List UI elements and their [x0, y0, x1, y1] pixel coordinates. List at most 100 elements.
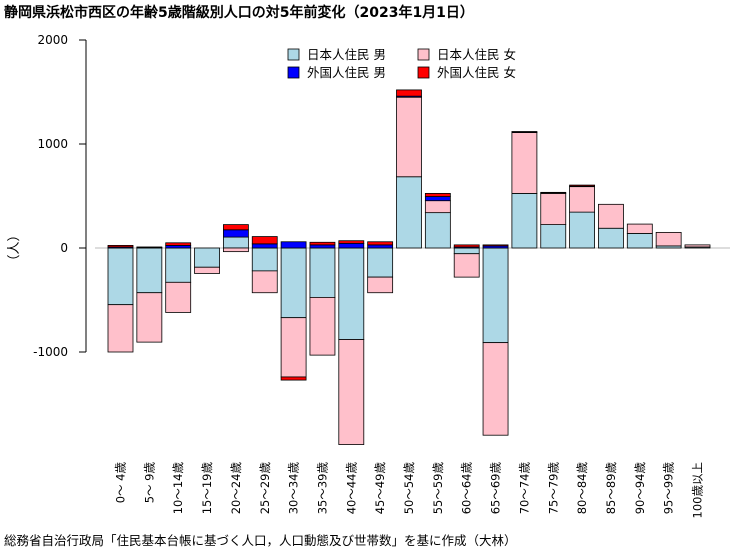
- x-tick-label: 15～19歳: [200, 462, 214, 515]
- x-tick-label: 45～49歳: [373, 462, 387, 515]
- bar-segment: [309, 244, 336, 249]
- legend-swatch: [417, 48, 430, 61]
- x-tick-label: 65～69歳: [489, 462, 503, 515]
- bar-segment: [194, 266, 220, 274]
- bar-segment: [222, 224, 249, 231]
- bar-segment: [136, 292, 163, 343]
- y-tick-label: -1000: [33, 345, 68, 359]
- bar-segment: [626, 223, 653, 234]
- bar-segment: [222, 229, 249, 238]
- bar-segment: [309, 296, 336, 356]
- legend-label: 日本人住民 女: [437, 47, 516, 62]
- legend-label: 外国人住民 女: [437, 65, 516, 80]
- y-tick-label: 0: [60, 241, 68, 255]
- x-tick-label: 5～ 9歳: [142, 462, 156, 504]
- bar-segment: [540, 192, 567, 225]
- bar-segment: [136, 246, 163, 248]
- x-tick-label: 30～34歳: [287, 462, 301, 515]
- legend-swatch: [287, 66, 300, 79]
- bar-segment: [367, 244, 394, 249]
- bar-segment: [482, 247, 509, 344]
- bar-segment: [222, 236, 249, 249]
- legend-swatch: [287, 48, 300, 61]
- bar-segment: [655, 231, 682, 247]
- bar-segment: [453, 253, 480, 278]
- bar-segment: [598, 227, 624, 249]
- bar-segment: [107, 244, 134, 248]
- bar-segment: [222, 247, 249, 253]
- bar-segment: [453, 244, 480, 248]
- bar-segment: [424, 196, 451, 202]
- x-tick-label: 90～94歳: [633, 462, 647, 515]
- x-tick-label: 55～59歳: [431, 462, 445, 515]
- x-tick-label: 40～44歳: [344, 462, 358, 515]
- bar-segment: [165, 242, 192, 246]
- bar-segment: [540, 224, 567, 249]
- y-tick-label: 1000: [37, 137, 68, 151]
- bar-segment: [511, 132, 538, 194]
- bar-segment: [396, 89, 422, 97]
- bar-segment: [338, 247, 365, 340]
- bar-segment: [194, 247, 220, 268]
- bar-segment: [309, 241, 336, 246]
- x-tick-label: 0～ 4歳: [114, 462, 128, 504]
- bar-segment: [367, 276, 394, 294]
- x-tick-label: 25～29歳: [258, 462, 272, 515]
- bar-segment: [136, 247, 163, 294]
- bar-segment: [338, 339, 365, 445]
- bar-segment: [280, 241, 307, 249]
- bar-segment: [626, 233, 653, 249]
- bar-segment: [482, 244, 509, 247]
- bar-segment: [569, 184, 595, 187]
- bar-segment: [251, 243, 278, 249]
- bar-segment: [165, 247, 192, 283]
- x-tick-label: 70～74歳: [517, 462, 531, 515]
- x-tick-label: 75～79歳: [546, 462, 560, 515]
- legend-swatch: [417, 66, 430, 79]
- bar-segment: [511, 192, 538, 249]
- bar-segment: [540, 191, 567, 194]
- bar-segment: [280, 317, 307, 378]
- bar-segment: [107, 247, 134, 306]
- legend-label: 外国人住民 男: [307, 65, 386, 80]
- bar-segment: [251, 236, 278, 245]
- bar-segment: [367, 241, 394, 246]
- x-tick-label: 50～54歳: [402, 462, 416, 515]
- x-tick-label: 80～84歳: [575, 462, 589, 515]
- bar-segment: [309, 247, 336, 298]
- bar-segment: [280, 247, 307, 319]
- bar-segment: [107, 304, 134, 353]
- bar-segment: [165, 281, 192, 313]
- bars: [107, 89, 711, 445]
- bar-segment: [396, 96, 422, 178]
- x-tick-label: 85～89歳: [604, 462, 618, 515]
- legend-label: 日本人住民 男: [307, 47, 386, 62]
- bar-segment: [251, 247, 278, 272]
- bar-segment: [569, 211, 595, 249]
- bar-segment: [338, 240, 365, 244]
- y-tick-label: 2000: [37, 33, 68, 47]
- bar-segment: [684, 244, 711, 248]
- x-tick-label: 20～24歳: [229, 462, 243, 515]
- bar-segment: [598, 203, 624, 229]
- x-tick-label: 60～64歳: [460, 462, 474, 515]
- bar-segment: [251, 270, 278, 294]
- x-tick-label: 10～14歳: [171, 462, 185, 515]
- bar-segment: [367, 247, 394, 278]
- x-tick-labels: 0～ 4歳 5～ 9歳 10～14歳 15～19歳 20～24歳 25～29歳 30～34歳…: [114, 462, 705, 519]
- bar-segment: [424, 192, 451, 197]
- chart-title: 静岡県浜松市西区の年齢5歳階級別人口の対5年前変化（2023年1月1日）: [4, 5, 474, 21]
- bar-segment: [338, 242, 365, 249]
- source-footnote: 総務省自治行政局「住民基本台帳に基づく人口，人口動態及び世帯数」を基に作成（大林…: [4, 533, 517, 548]
- bar-segment: [569, 186, 595, 213]
- x-tick-label: 35～39歳: [315, 462, 329, 515]
- bar-segment: [482, 342, 509, 436]
- bar-segment: [280, 376, 307, 381]
- bar-segment: [453, 247, 480, 255]
- bar-segment: [511, 131, 538, 133]
- x-tick-label: 100歳以上: [691, 462, 705, 518]
- bar-segment: [396, 176, 422, 249]
- bar-segment: [424, 200, 451, 214]
